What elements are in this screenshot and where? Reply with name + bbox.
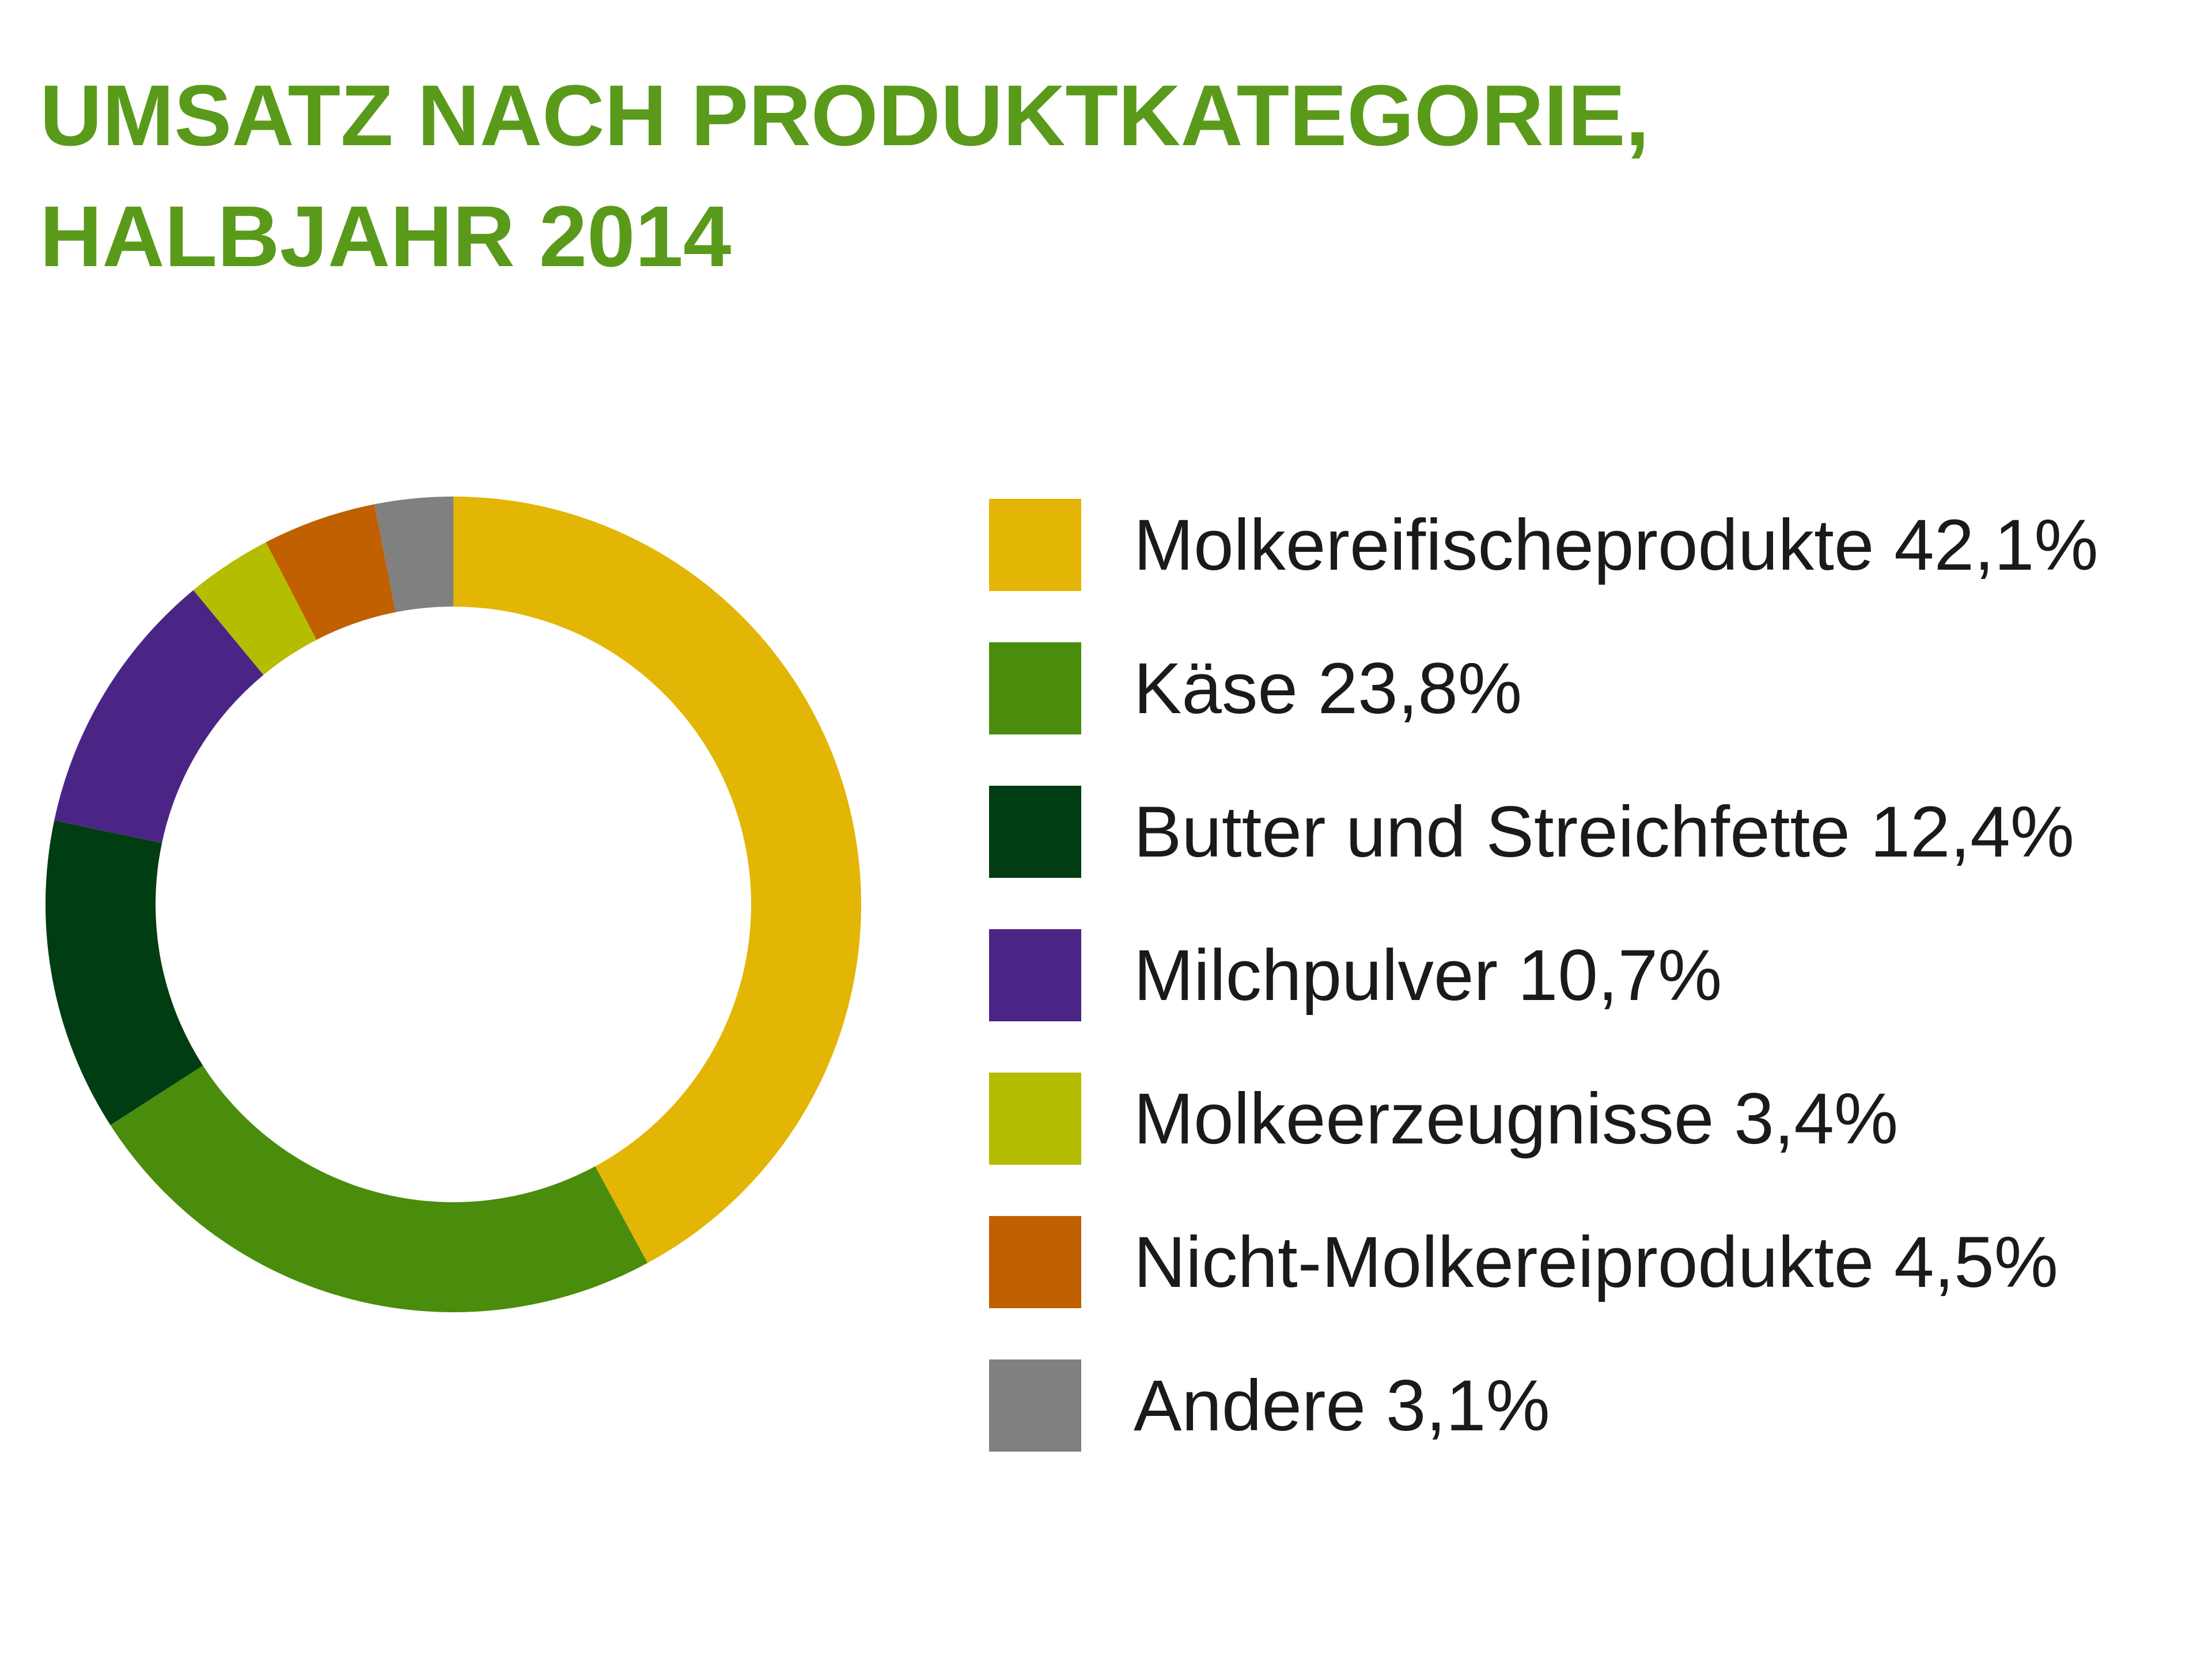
pie-segment	[266, 504, 396, 640]
legend-swatch	[989, 1359, 1081, 1452]
legend-category: Milchpulver	[1134, 935, 1498, 1016]
pie-segment	[453, 497, 861, 1263]
legend-label: Butter und Streichfette 12,4%	[1134, 792, 2074, 872]
pie-segment	[110, 1065, 648, 1312]
legend-value: 42,1%	[1894, 505, 2098, 585]
legend-category: Nicht-Molkereiprodukte	[1134, 1222, 1874, 1302]
legend-category: Molkereifischeprodukte	[1134, 505, 1874, 585]
legend-category: Molkeerzeugnisse	[1134, 1079, 1714, 1159]
legend-swatch	[989, 1073, 1081, 1165]
legend-swatch	[989, 929, 1081, 1021]
pie-segment	[374, 497, 453, 612]
legend-value: 12,4%	[1870, 792, 2074, 872]
pie-segment	[45, 820, 203, 1126]
legend-category: Butter und Streichfette	[1134, 792, 1850, 872]
legend-category: Andere	[1134, 1366, 1366, 1446]
legend-value: 4,5%	[1894, 1222, 2058, 1302]
legend-swatch	[989, 786, 1081, 878]
legend-category: Käse	[1134, 649, 1298, 729]
legend-value: 10,7%	[1518, 935, 1722, 1016]
legend-label: Andere 3,1%	[1134, 1366, 1550, 1446]
pie-segment	[54, 590, 264, 843]
legend-swatch	[989, 499, 1081, 591]
legend-swatch	[989, 642, 1081, 734]
legend-label: Milchpulver 10,7%	[1134, 935, 1722, 1016]
legend-label: Molkeerzeugnisse 3,4%	[1134, 1079, 1898, 1159]
legend-value: 3,4%	[1734, 1079, 1898, 1159]
legend-swatch	[989, 1216, 1081, 1308]
pie-segment	[193, 542, 317, 675]
legend-value: 3,1%	[1386, 1366, 1550, 1446]
legend-label: Molkereifischeprodukte 42,1%	[1134, 505, 2099, 585]
chart-title: UMSATZ NACH PRODUKTKATEGORIE, HALBJAHR 2…	[40, 67, 1650, 285]
legend-label: Käse 23,8%	[1134, 649, 1522, 729]
legend-label: Nicht-Molkereiprodukte 4,5%	[1134, 1222, 2058, 1302]
legend-value: 23,8%	[1318, 649, 1522, 729]
